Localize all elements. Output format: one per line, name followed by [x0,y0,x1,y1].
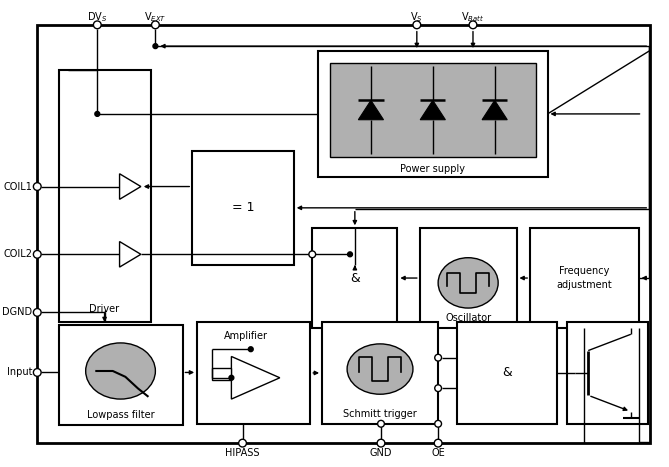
Text: DGND: DGND [2,307,32,318]
Bar [567,322,648,424]
Bar [59,71,151,322]
Ellipse shape [86,343,155,399]
Circle shape [435,354,442,361]
Text: Schmitt trigger: Schmitt trigger [343,409,417,419]
Circle shape [153,44,158,49]
Text: OE: OE [432,448,445,458]
Text: = 1: = 1 [231,201,254,214]
Ellipse shape [438,258,498,308]
Circle shape [377,420,385,427]
Bar [419,228,516,328]
Text: Driver: Driver [90,304,120,313]
Circle shape [151,21,159,28]
Polygon shape [120,174,141,199]
Text: &: & [502,367,512,379]
Text: COIL1: COIL1 [3,182,32,191]
Text: Input: Input [7,368,32,377]
Circle shape [239,439,246,447]
Circle shape [95,112,100,116]
Text: Lowpass filter: Lowpass filter [87,410,155,420]
Polygon shape [420,100,446,120]
Polygon shape [359,100,383,120]
Text: Amplifier: Amplifier [224,331,268,340]
Text: HIPASS: HIPASS [225,448,260,458]
Circle shape [248,347,253,352]
Bar [530,228,639,328]
Circle shape [469,21,477,28]
Text: V$_{Batt}$: V$_{Batt}$ [462,10,484,24]
Circle shape [309,251,316,258]
Text: Frequency
adjustment: Frequency adjustment [557,266,612,290]
Circle shape [33,183,41,191]
Bar [318,51,547,177]
Text: V$_{EXT}$: V$_{EXT}$ [145,10,167,24]
Bar [59,325,183,425]
Circle shape [33,309,41,316]
Circle shape [435,385,442,391]
Bar [330,63,536,157]
Circle shape [33,368,41,376]
Circle shape [434,439,442,447]
Circle shape [377,439,385,447]
Text: V$_S$: V$_S$ [410,10,423,24]
Text: Power supply: Power supply [400,164,466,174]
Text: DV$_S$: DV$_S$ [87,10,108,24]
Ellipse shape [347,344,413,394]
Bar [312,228,397,328]
Circle shape [413,21,421,28]
Bar [456,322,557,424]
Bar [322,322,438,424]
Text: COIL2: COIL2 [3,249,32,259]
Circle shape [94,21,101,28]
Circle shape [229,375,234,380]
Circle shape [435,420,442,427]
Bar [192,151,294,265]
Circle shape [33,250,41,258]
Text: &: & [350,271,360,284]
Circle shape [348,252,353,257]
Bar [212,368,231,380]
Text: Oscillator: Oscillator [445,313,491,323]
Text: GND: GND [370,448,392,458]
Polygon shape [120,241,141,267]
Polygon shape [482,100,507,120]
Polygon shape [231,356,280,399]
Bar [197,322,310,424]
